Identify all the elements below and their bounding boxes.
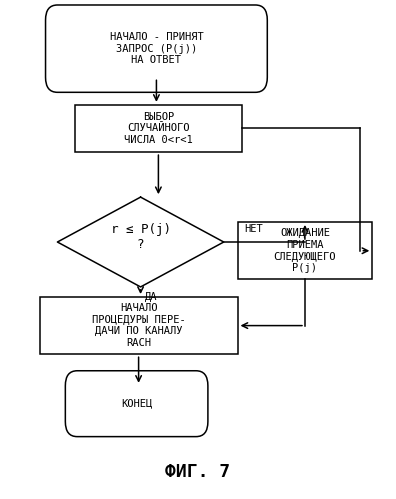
FancyBboxPatch shape [238, 222, 372, 279]
FancyBboxPatch shape [75, 105, 242, 152]
FancyBboxPatch shape [65, 371, 208, 437]
Text: ВЫБОР
СЛУЧАЙНОГО
ЧИСЛА 0<r<1: ВЫБОР СЛУЧАЙНОГО ЧИСЛА 0<r<1 [124, 112, 193, 145]
Text: НАЧАЛО - ПРИНЯТ
ЗАПРОС (P(j))
НА ОТВЕТ: НАЧАЛО - ПРИНЯТ ЗАПРОС (P(j)) НА ОТВЕТ [110, 32, 203, 65]
FancyBboxPatch shape [46, 5, 267, 92]
Text: ОЖИДАНИЕ
ПРИЕМА
СЛЕДУЮЩЕГО
P(j): ОЖИДАНИЕ ПРИЕМА СЛЕДУЮЩЕГО P(j) [274, 229, 336, 273]
Text: ДА: ДА [145, 292, 157, 302]
Text: КОНЕЦ: КОНЕЦ [121, 399, 152, 409]
Text: НАЧАЛО
ПРОЦЕДУРЫ ПЕРЕ-
ДАЧИ ПО КАНАЛУ
RACH: НАЧАЛО ПРОЦЕДУРЫ ПЕРЕ- ДАЧИ ПО КАНАЛУ RA… [92, 303, 185, 348]
Text: ФИГ. 7: ФИГ. 7 [166, 463, 230, 481]
FancyBboxPatch shape [40, 297, 238, 354]
Text: r ≤ P(j)
?: r ≤ P(j) ? [110, 223, 171, 251]
Text: НЕТ: НЕТ [245, 224, 263, 234]
